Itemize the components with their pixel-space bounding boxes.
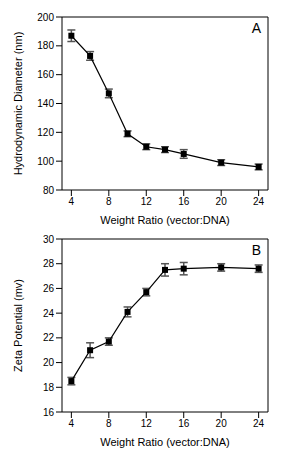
svg-text:Weight Ratio (vector:DNA): Weight Ratio (vector:DNA) (100, 436, 229, 448)
svg-text:16: 16 (178, 196, 190, 207)
svg-text:28: 28 (43, 258, 55, 269)
html-text:A: A (251, 20, 261, 36)
svg-text:30: 30 (43, 234, 55, 245)
svg-text:24: 24 (253, 196, 265, 207)
svg-text:Hydrodynamic Diameter (nm): Hydrodynamic Diameter (nm) (12, 32, 24, 176)
svg-text:120: 120 (37, 127, 54, 138)
svg-text:8: 8 (106, 196, 112, 207)
svg-text:12: 12 (141, 196, 153, 207)
svg-text:8: 8 (106, 418, 112, 429)
svg-text:24: 24 (253, 418, 265, 429)
svg-text:22: 22 (43, 332, 55, 343)
svg-text:Weight Ratio (vector:DNA): Weight Ratio (vector:DNA) (100, 214, 229, 226)
svg-text:180: 180 (37, 40, 54, 51)
svg-text:160: 160 (37, 69, 54, 80)
svg-text:18: 18 (43, 382, 55, 393)
svg-text:20: 20 (216, 418, 228, 429)
svg-text:24: 24 (43, 308, 55, 319)
svg-text:200: 200 (37, 12, 54, 23)
svg-text:12: 12 (141, 418, 153, 429)
svg-text:Zeta Potential (mv): Zeta Potential (mv) (12, 279, 24, 372)
svg-text:100: 100 (37, 156, 54, 167)
html-text:B: B (251, 242, 261, 258)
svg-text:4: 4 (69, 418, 75, 429)
svg-text:26: 26 (43, 283, 55, 294)
svg-text:80: 80 (43, 185, 55, 196)
svg-text:20: 20 (43, 357, 55, 368)
svg-text:4: 4 (69, 196, 75, 207)
svg-text:16: 16 (43, 407, 55, 418)
svg-text:140: 140 (37, 98, 54, 109)
svg-text:16: 16 (178, 418, 190, 429)
svg-text:20: 20 (216, 196, 228, 207)
